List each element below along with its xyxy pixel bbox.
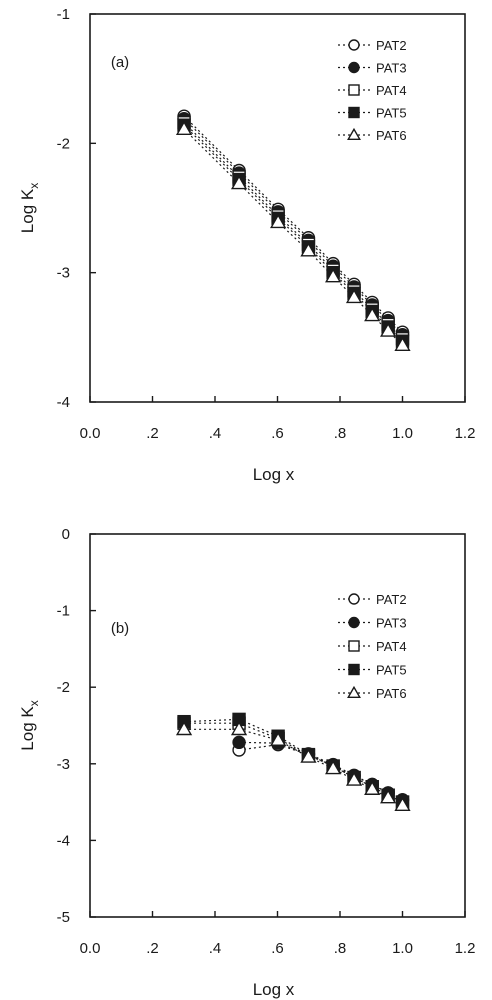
- y-axis-label-main: Log K: [18, 706, 37, 751]
- legend-label: PAT4: [376, 83, 407, 98]
- legend: PAT2 PAT3 PAT4 PAT5 PAT6: [338, 38, 407, 143]
- chart-panel-b: 0.0 .2 .4 .6 .8 1.0 1.2 -5 -4 -3 -2 -1 0 Log x Log Kx (…: [18, 526, 475, 999]
- data-point: [300, 748, 317, 763]
- data-point: [230, 175, 248, 190]
- legend-item-pat4: PAT4: [338, 83, 407, 98]
- x-tick-label: .4: [209, 425, 222, 442]
- x-tick-label: 1.0: [392, 940, 413, 957]
- legend-marker: [347, 127, 361, 141]
- legend-label: PAT3: [376, 616, 407, 631]
- y-axis-label-main: Log K: [18, 188, 37, 233]
- series-pat6: [175, 120, 411, 351]
- data-point: [175, 120, 193, 135]
- legend: PAT2 PAT3 PAT4 PAT5 PAT6: [338, 592, 407, 701]
- x-tick-label: 1.0: [392, 425, 413, 442]
- data-point: [300, 242, 317, 257]
- data-point: [232, 735, 246, 750]
- y-tick-label: -4: [57, 394, 70, 411]
- x-tick-label: 1.2: [455, 940, 476, 957]
- legend-item-pat6: PAT6: [338, 127, 407, 143]
- y-tick-label: -5: [57, 909, 70, 926]
- y-tick-label: -1: [57, 603, 70, 620]
- legend-label: PAT2: [376, 592, 407, 607]
- data-point: [380, 322, 397, 337]
- data-point: [270, 731, 287, 746]
- series-pat6: [175, 721, 411, 812]
- data-point: [325, 268, 342, 283]
- data-point: [394, 796, 411, 812]
- data-point: [364, 307, 381, 322]
- y-axis-label: Log Kx: [18, 183, 41, 233]
- y-tick-label: -4: [57, 832, 70, 849]
- data-point: [345, 771, 363, 786]
- data-point: [325, 760, 342, 775]
- legend-item-pat4: PAT4: [338, 639, 407, 654]
- x-tick-label: .8: [334, 940, 347, 957]
- legend-marker: [348, 39, 360, 51]
- series-line: [183, 122, 403, 340]
- legend-marker: [348, 663, 360, 676]
- data-point: [230, 721, 248, 736]
- legend-item-pat3: PAT3: [338, 616, 407, 631]
- legend-marker: [348, 593, 360, 605]
- legend-marker: [348, 106, 360, 119]
- legend-label: PAT5: [376, 106, 407, 121]
- y-tick-label: 0: [62, 526, 70, 543]
- data-point: [345, 288, 363, 304]
- series-line: [183, 128, 403, 346]
- legend-item-pat6: PAT6: [338, 685, 407, 701]
- legend-item-pat2: PAT2: [338, 38, 407, 53]
- series-line: [183, 118, 403, 336]
- legend-label: PAT6: [376, 128, 407, 143]
- legend-label: PAT6: [376, 686, 407, 701]
- x-tick-label: 0.0: [80, 425, 101, 442]
- y-axis-label-subscript: x: [27, 700, 41, 706]
- legend-item-pat5: PAT5: [338, 663, 407, 678]
- legend-marker: [348, 640, 360, 652]
- panel-label: (a): [111, 54, 129, 71]
- x-tick-label: .6: [271, 940, 284, 957]
- plot-frame: [89, 533, 466, 918]
- legend-item-pat5: PAT5: [338, 106, 407, 121]
- data-point: [394, 336, 411, 351]
- x-tick-label: .6: [271, 425, 284, 442]
- legend-label: PAT2: [376, 38, 407, 53]
- legend-marker: [348, 61, 360, 74]
- chart-panel-a: 0.0 .2 .4 .6 .8 1.0 1.2 -4 -3 -2 -1 Log x Log Kx (a) P…: [18, 6, 475, 484]
- legend-label: PAT3: [376, 61, 407, 76]
- y-tick-label: -2: [57, 679, 70, 696]
- x-tick-label: .2: [146, 940, 159, 957]
- y-axis-label-subscript: x: [27, 183, 41, 189]
- series-line: [183, 115, 403, 333]
- legend-marker: [347, 685, 361, 699]
- legend-marker: [348, 616, 360, 629]
- x-tick-label: .2: [146, 425, 159, 442]
- y-tick-label: -3: [57, 756, 70, 773]
- panel-label: (b): [111, 620, 129, 637]
- x-tick-label: .8: [334, 425, 347, 442]
- x-axis-label: Log x: [253, 980, 295, 999]
- legend-label: PAT5: [376, 663, 407, 678]
- y-axis-label: Log Kx: [18, 700, 41, 750]
- x-tick-label: 0.0: [80, 940, 101, 957]
- data-point: [364, 780, 381, 795]
- data-point: [380, 789, 397, 804]
- legend-marker: [348, 84, 360, 96]
- series-line: [183, 124, 403, 342]
- x-tick-label: .4: [209, 940, 222, 957]
- legend-item-pat2: PAT2: [338, 592, 407, 607]
- y-tick-label: -3: [57, 265, 70, 282]
- x-tick-label: 1.2: [455, 425, 476, 442]
- y-tick-label: -1: [57, 6, 70, 23]
- legend-label: PAT4: [376, 639, 407, 654]
- y-tick-label: -2: [57, 135, 70, 152]
- legend-item-pat3: PAT3: [338, 61, 407, 76]
- data-point: [270, 213, 287, 229]
- data-point: [175, 721, 193, 736]
- x-axis-label: Log x: [253, 465, 295, 484]
